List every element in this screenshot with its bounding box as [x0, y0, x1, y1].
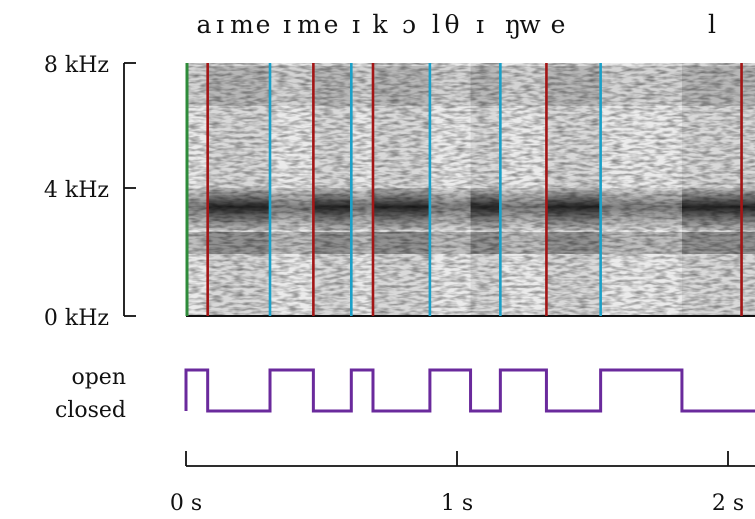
- spectrogram: [186, 63, 755, 316]
- open-closed-signal: [184, 368, 755, 413]
- frequency-axis: 8 kHz 4 kHz 0 kHz: [44, 53, 136, 331]
- time-axis: 0 s 1 s 2 s: [170, 451, 755, 516]
- freq-label-0khz: 0 kHz: [44, 306, 109, 331]
- segment-boundaries: [185, 63, 743, 316]
- phoneme-transcription: a ɪ m e ɪ m e ɪ k ɔ l θ ɪ ŋw e l: [197, 10, 716, 39]
- phoneme-13: ŋ: [505, 10, 521, 39]
- time-label-0: 0 s: [170, 491, 202, 516]
- phoneme-3: e: [256, 10, 271, 39]
- phoneme-5: m: [297, 10, 321, 39]
- phoneme-16: l: [708, 10, 716, 39]
- phoneme-10: l: [432, 10, 440, 39]
- state-open-label: open: [71, 365, 126, 390]
- phoneme-9: ɔ: [402, 10, 416, 39]
- phoneme-12: ɪ: [476, 10, 484, 39]
- time-label-1: 1 s: [441, 491, 473, 516]
- phoneme-1: ɪ: [216, 10, 224, 39]
- phoneme-14: w: [519, 10, 541, 39]
- phoneme-2: m: [230, 10, 254, 39]
- phoneme-4: ɪ: [283, 10, 291, 39]
- phoneme-6: e: [324, 10, 339, 39]
- phoneme-15: e: [551, 10, 566, 39]
- phoneme-7: ɪ: [352, 10, 360, 39]
- phoneme-8: k: [372, 10, 388, 39]
- state-signal-panel: open closed: [55, 365, 755, 423]
- freq-label-4khz: 4 kHz: [44, 178, 109, 203]
- phoneme-11: θ: [444, 10, 459, 39]
- freq-label-8khz: 8 kHz: [44, 53, 109, 78]
- phoneme-0: a: [197, 10, 212, 39]
- time-label-2: 2 s: [712, 491, 744, 516]
- state-closed-label: closed: [55, 398, 126, 423]
